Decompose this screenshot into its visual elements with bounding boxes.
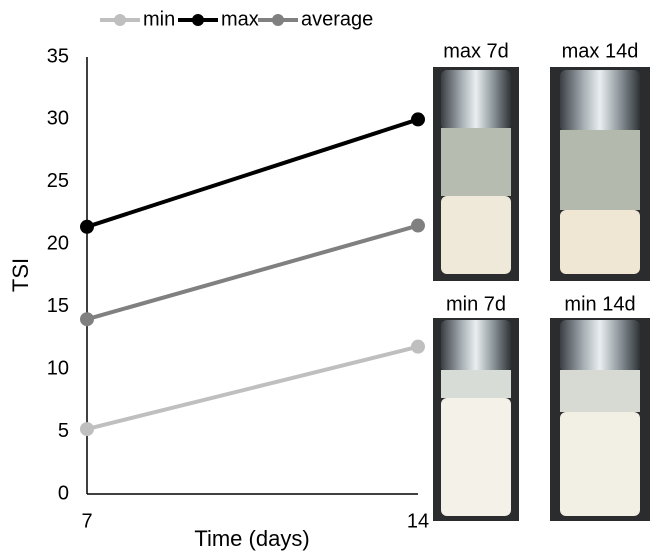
y-tick-label: 15 xyxy=(47,295,69,317)
point xyxy=(80,220,94,234)
photo-label: min 7d xyxy=(446,293,506,315)
photo: min 14d xyxy=(550,293,650,521)
photo-label: max 14d xyxy=(562,40,639,62)
point xyxy=(80,422,94,436)
point xyxy=(411,340,425,354)
legend-label: min xyxy=(143,8,175,30)
point xyxy=(411,219,425,233)
x-tick-label: 7 xyxy=(81,510,92,532)
series-line xyxy=(87,119,418,226)
y-tick-label: 10 xyxy=(47,357,69,379)
y-tick-label: 25 xyxy=(47,170,69,192)
legend-marker xyxy=(272,14,284,26)
photo: min 7d xyxy=(433,293,519,521)
x-tick-label: 14 xyxy=(407,510,429,532)
legend-marker xyxy=(114,14,126,26)
point xyxy=(80,312,94,326)
y-axis-title: TSI xyxy=(8,258,33,292)
y-tick-label: 0 xyxy=(58,482,69,504)
legend-label: average xyxy=(301,8,373,30)
figure: Time (days) TSI max 7d max 14d min 7d mi… xyxy=(0,0,661,551)
x-axis-title: Time (days) xyxy=(194,526,309,551)
series-line xyxy=(87,347,418,429)
photo: max 14d xyxy=(550,40,650,281)
series-line xyxy=(87,226,418,320)
legend-marker xyxy=(192,14,204,26)
y-tick-label: 20 xyxy=(47,233,69,255)
legend-label: max xyxy=(221,8,259,30)
y-tick-label: 35 xyxy=(47,45,69,67)
point xyxy=(411,112,425,126)
y-tick-label: 5 xyxy=(58,420,69,442)
photo-label: max 7d xyxy=(443,40,509,62)
photo: max 7d xyxy=(433,40,519,281)
photo-label: min 14d xyxy=(564,293,635,315)
y-tick-label: 30 xyxy=(47,108,69,130)
